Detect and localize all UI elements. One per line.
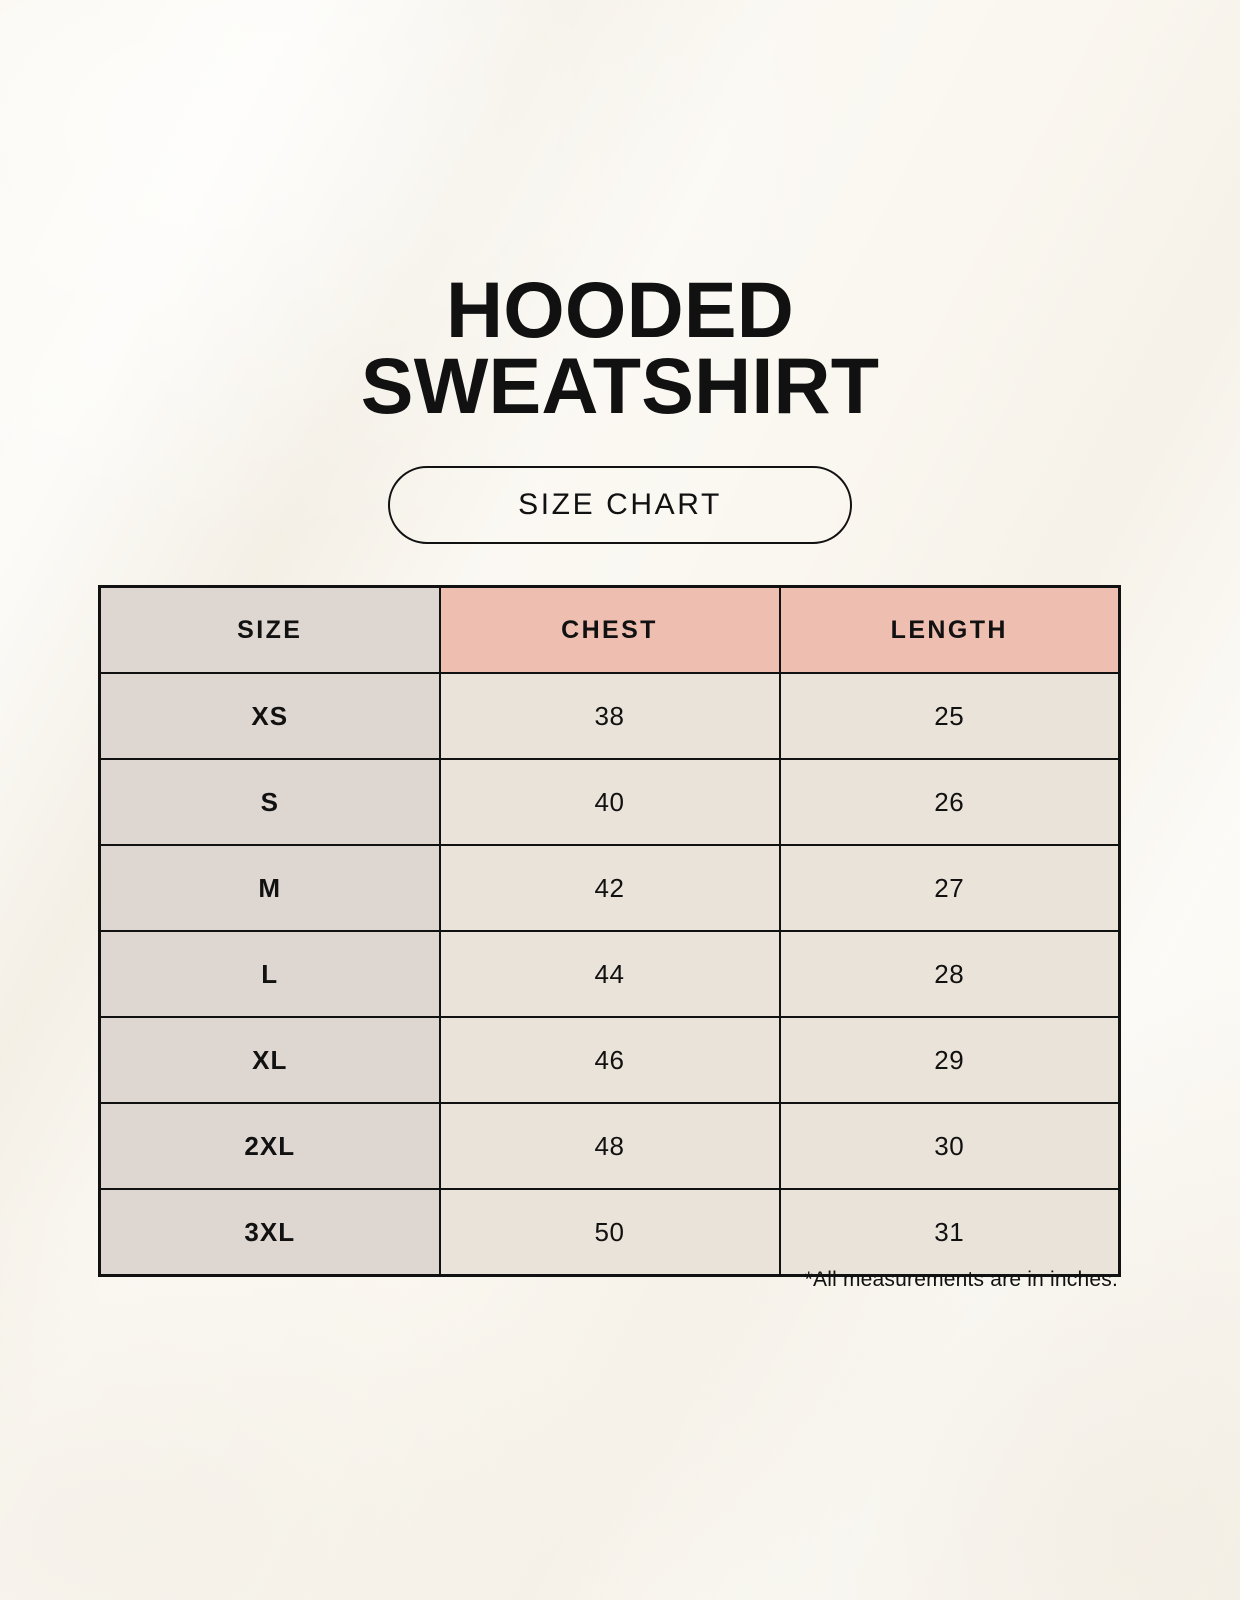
cell-length: 28 xyxy=(778,930,1121,1018)
cell-size: S xyxy=(98,758,441,846)
cell-length: 26 xyxy=(778,758,1121,846)
title-line-1: HOODED xyxy=(446,265,794,354)
size-table-body: XS 38 25 S 40 26 M 42 27 L 44 28 xyxy=(98,672,1121,1277)
cell-chest: 42 xyxy=(438,844,781,932)
size-chart-badge-wrap: SIZE CHART xyxy=(0,466,1240,544)
size-table-head: SIZE CHEST LENGTH xyxy=(98,585,1121,674)
measurement-footnote: *All measurements are in inches. xyxy=(804,1268,1118,1291)
cell-length: 27 xyxy=(778,844,1121,932)
cell-length: 30 xyxy=(778,1102,1121,1190)
cell-size: M xyxy=(98,844,441,932)
cell-size: XS xyxy=(98,672,441,760)
size-table: SIZE CHEST LENGTH XS 38 25 S 40 26 M xyxy=(98,585,1121,1277)
cell-size: L xyxy=(98,930,441,1018)
size-table-container: SIZE CHEST LENGTH XS 38 25 S 40 26 M xyxy=(98,585,1121,1277)
cell-length: 29 xyxy=(778,1016,1121,1104)
cell-size: 2XL xyxy=(98,1102,441,1190)
table-row: 2XL 48 30 xyxy=(98,1102,1121,1190)
table-row: XL 46 29 xyxy=(98,1016,1121,1104)
cell-chest: 50 xyxy=(438,1188,781,1277)
cell-length: 25 xyxy=(778,672,1121,760)
cell-chest: 46 xyxy=(438,1016,781,1104)
page-title: HOODED SWEATSHIRT xyxy=(0,265,1240,430)
table-row: XS 38 25 xyxy=(98,672,1121,760)
cell-size: 3XL xyxy=(98,1188,441,1277)
column-header-length: LENGTH xyxy=(778,585,1121,674)
table-row: S 40 26 xyxy=(98,758,1121,846)
cell-size: XL xyxy=(98,1016,441,1104)
cell-chest: 40 xyxy=(438,758,781,846)
column-header-chest: CHEST xyxy=(438,585,781,674)
table-header-row: SIZE CHEST LENGTH xyxy=(98,585,1121,674)
cell-chest: 44 xyxy=(438,930,781,1018)
size-chart-badge: SIZE CHART xyxy=(388,466,852,544)
column-header-size: SIZE xyxy=(98,585,441,674)
table-row: 3XL 50 31 xyxy=(98,1188,1121,1277)
table-row: L 44 28 xyxy=(98,930,1121,1018)
cell-chest: 48 xyxy=(438,1102,781,1190)
title-line-2: SWEATSHIRT xyxy=(360,340,880,430)
cell-length: 31 xyxy=(778,1188,1121,1277)
table-row: M 42 27 xyxy=(98,844,1121,932)
cell-chest: 38 xyxy=(438,672,781,760)
